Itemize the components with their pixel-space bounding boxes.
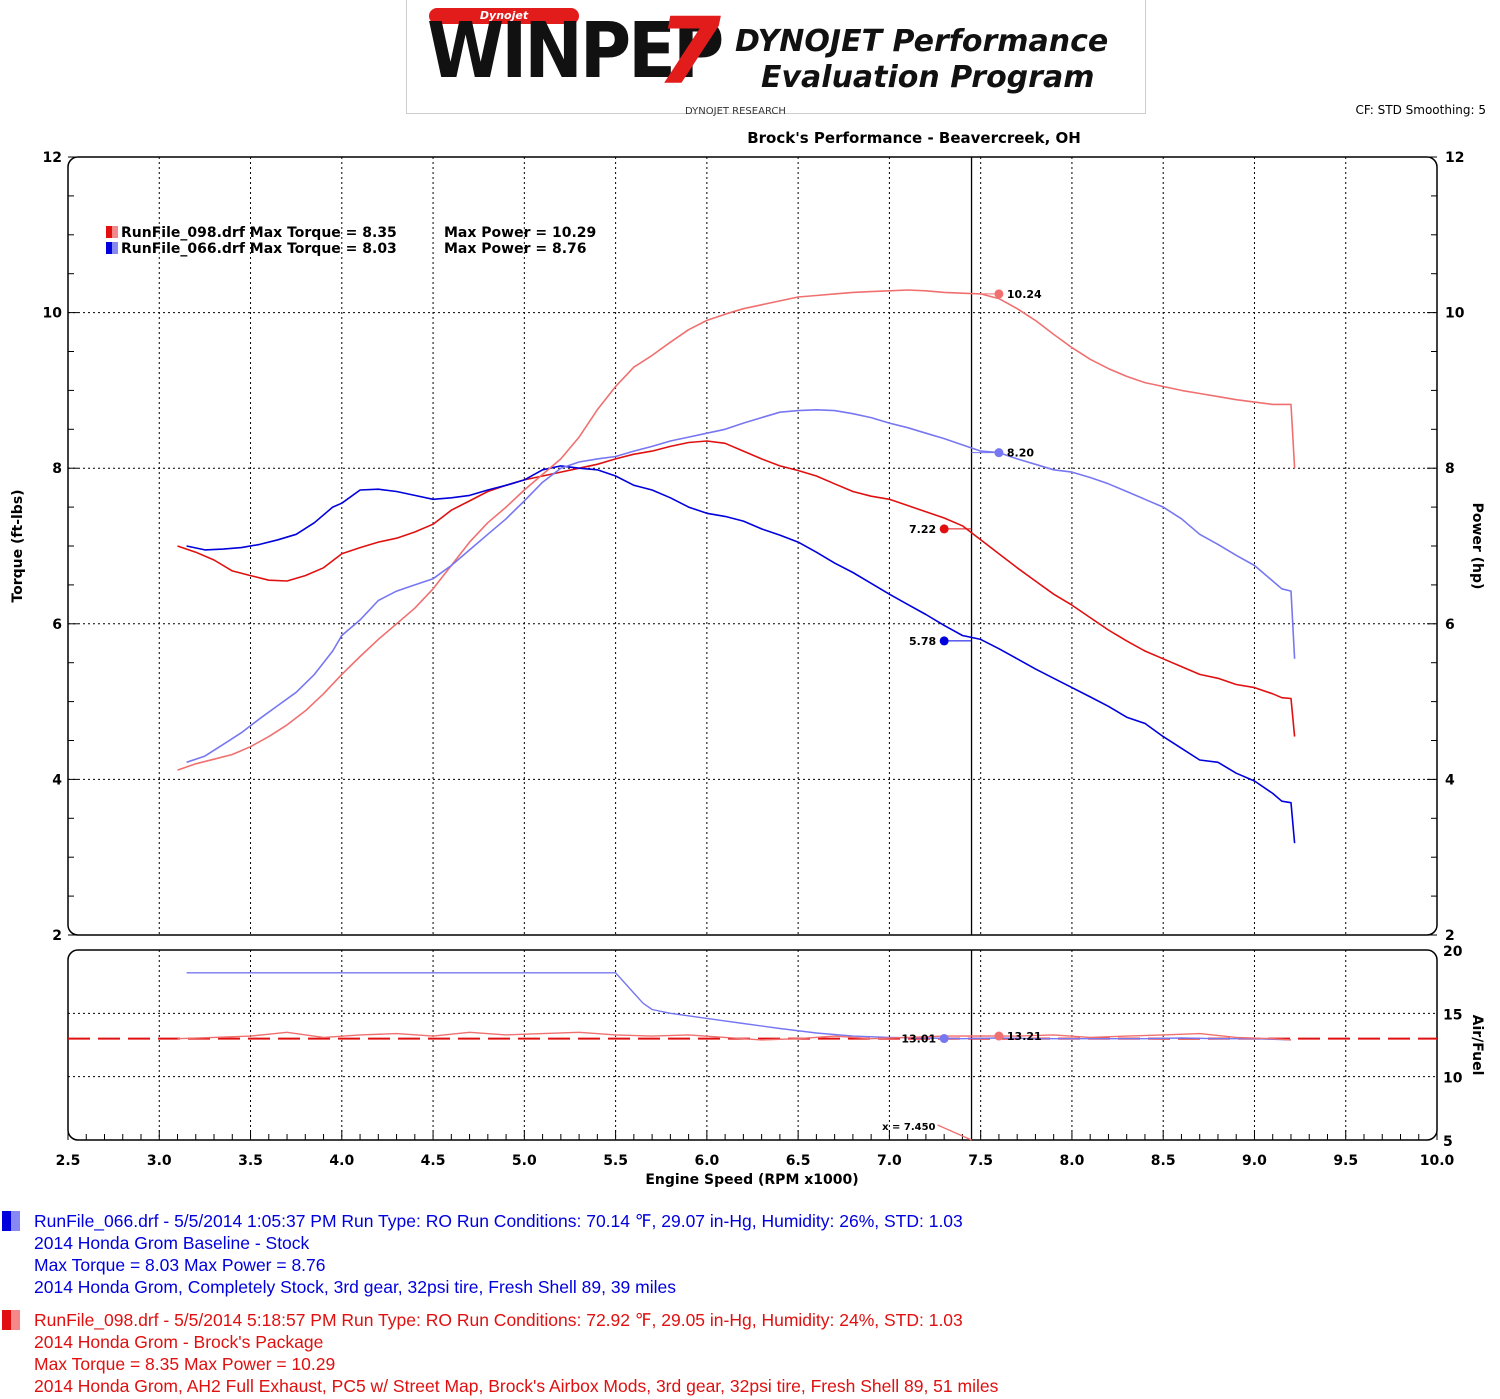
y2-axis-label: Power (hp) <box>1469 503 1485 590</box>
logo-tagline-1: DYNOJET Performance <box>735 24 1109 59</box>
run-098-line1: RunFile_098.drf - 5/5/2014 5:18:57 PM Ru… <box>34 1310 963 1330</box>
legend-swatch-dark <box>106 242 112 254</box>
logo-tagline-2: Evaluation Program <box>761 60 1095 95</box>
y-tick-label: 2 <box>52 928 62 944</box>
af-tick-label: 5 <box>1443 1134 1453 1150</box>
y-tick-label: 12 <box>43 150 62 166</box>
x-tick-label: 4.0 <box>329 1153 354 1169</box>
marker-dot <box>994 289 1004 299</box>
af-axis-label: Air/Fuel <box>1469 1015 1485 1076</box>
x-tick-label: 5.0 <box>512 1153 537 1169</box>
x-tick-label: 9.0 <box>1242 1153 1267 1169</box>
run-098-swatch <box>2 1310 20 1330</box>
marker-label: 7.22 <box>909 523 936 536</box>
series-t098 <box>177 440 1296 737</box>
x-tick-label: 3.5 <box>238 1153 263 1169</box>
marker-label: 13.21 <box>1007 1030 1042 1043</box>
chart-text: 2.5 3.0 3.5 4.0 4.5 5.0 5.5 6.0 6.5 7.0 7.5 8.0 8.5 9… <box>10 129 1485 1188</box>
airfuel-plot <box>67 949 1438 1141</box>
y-axis-label: Torque (ft-lbs) <box>10 489 26 602</box>
x-tick-label: 8.0 <box>1060 1153 1085 1169</box>
series-af066 <box>186 972 1292 1041</box>
y2-tick-label: 12 <box>1445 150 1464 166</box>
winpep-wordmark: WINPEP <box>427 5 724 96</box>
series-p098 <box>177 289 1296 771</box>
legend-entry: RunFile_098.drf Max Torque = 8.35 <box>121 225 397 241</box>
run-098-line2: 2014 Honda Grom - Brock's Package <box>34 1332 324 1352</box>
y2-tick-label: 4 <box>1445 772 1455 788</box>
legend-entry: RunFile_066.drf Max Torque = 8.03 <box>121 241 397 257</box>
airfuel-frame <box>67 949 1438 1141</box>
y-tick-label: 4 <box>52 772 62 788</box>
run-066-line3: Max Torque = 8.03 Max Power = 8.76 <box>34 1255 326 1275</box>
y2-tick-label: 2 <box>1445 928 1455 944</box>
chart-title: Brock's Performance - Beavercreek, OH <box>747 129 1081 147</box>
main-plot <box>67 156 1438 936</box>
main-frame <box>67 156 1438 936</box>
series-af098 <box>177 1031 1292 1041</box>
af-tick-label: 15 <box>1443 1007 1462 1023</box>
run-066-line4: 2014 Honda Grom, Completely Stock, 3rd g… <box>34 1277 676 1297</box>
y2-tick-label: 10 <box>1445 306 1465 322</box>
run-098-line4: 2014 Honda Grom, AH2 Full Exhaust, PC5 w… <box>34 1376 999 1396</box>
dynojet-badge: Dynojet <box>429 8 579 24</box>
y-tick-label: 10 <box>43 306 63 322</box>
x-tick-label: 10.0 <box>1420 1153 1455 1169</box>
legend-swatch-light <box>112 226 118 238</box>
x-tick-label: 2.5 <box>56 1153 81 1169</box>
x-tick-label: 4.5 <box>421 1153 446 1169</box>
winpep-seven: 7 <box>657 0 722 105</box>
legend-entry-power: Max Power = 10.29 <box>444 225 596 241</box>
marker-dot <box>939 636 949 646</box>
dyno-chart: 2.5 3.0 3.5 4.0 4.5 5.0 5.5 6.0 6.5 7.0 7.5 8.0 8.5 9… <box>10 129 1485 1188</box>
x-axis-label: Engine Speed (RPM x1000) <box>645 1172 858 1188</box>
legend-entry-power: Max Power = 8.76 <box>444 241 587 257</box>
marker-label: 10.24 <box>1007 288 1042 301</box>
x-tick-label: 7.5 <box>968 1153 993 1169</box>
af-tick-label: 20 <box>1443 944 1463 960</box>
run-098-line3: Max Torque = 8.35 Max Power = 10.29 <box>34 1354 336 1374</box>
y2-tick-label: 6 <box>1445 617 1455 633</box>
marker-dot <box>939 1034 949 1044</box>
settings-readout: CF: STD Smoothing: 5 <box>1355 103 1486 117</box>
x-tick-label: 7.0 <box>877 1153 902 1169</box>
y-tick-label: 8 <box>52 461 62 477</box>
marker-dot <box>994 448 1004 458</box>
y-tick-label: 6 <box>52 617 62 633</box>
cursor-readout-leader <box>937 1124 972 1141</box>
x-tick-label: 6.0 <box>694 1153 719 1169</box>
series-t066 <box>186 465 1296 844</box>
x-tick-label: 3.0 <box>147 1153 172 1169</box>
run-066-swatch <box>2 1211 20 1231</box>
marker-label: 13.01 <box>901 1033 936 1046</box>
marker-dot <box>994 1031 1004 1041</box>
logo-subtext: DYNOJET RESEARCH <box>685 106 786 117</box>
af-tick-label: 10 <box>1443 1071 1463 1087</box>
y2-tick-label: 8 <box>1445 461 1455 477</box>
x-tick-label: 8.5 <box>1151 1153 1176 1169</box>
x-tick-label: 5.5 <box>603 1153 628 1169</box>
cursor-readout: x = 7.450 <box>882 1122 935 1133</box>
marker-dot <box>939 524 949 534</box>
legend-swatch-light <box>112 242 118 254</box>
x-tick-label: 6.5 <box>786 1153 811 1169</box>
marker-label: 8.20 <box>1007 447 1034 460</box>
series-p066 <box>186 409 1296 764</box>
run-066-line1: RunFile_066.drf - 5/5/2014 1:05:37 PM Ru… <box>34 1211 963 1231</box>
x-tick-label: 9.5 <box>1333 1153 1358 1169</box>
winpep-logo: Dynojet WINPEP 7 DYNOJET Performance Eva… <box>406 0 1146 117</box>
run-066-line2: 2014 Honda Grom Baseline - Stock <box>34 1233 310 1253</box>
legend-swatch-dark <box>106 226 112 238</box>
marker-label: 5.78 <box>909 635 936 648</box>
